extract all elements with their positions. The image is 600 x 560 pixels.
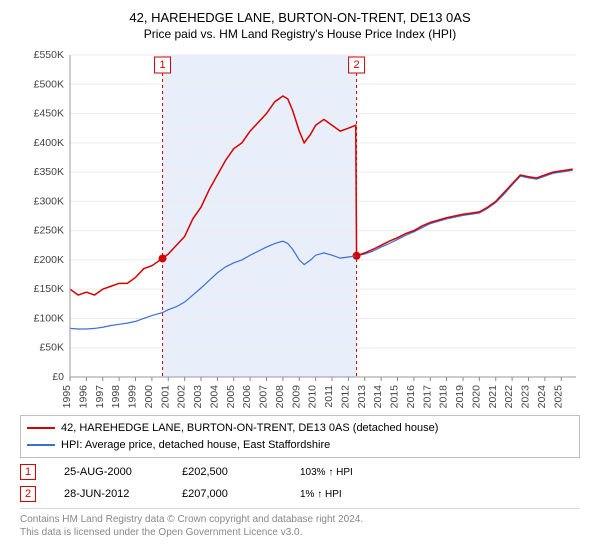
svg-text:2018: 2018: [438, 385, 450, 409]
event-badge-2: 2: [20, 486, 36, 502]
chart-svg: £0 £50K £100K £150K £200K £250K £300K £350K £400…: [20, 49, 580, 409]
event-date-2: 28-JUN-2012: [64, 488, 154, 500]
footer: Contains HM Land Registry data © Crown c…: [20, 508, 580, 539]
event-table: 1 25-AUG-2000 £202,500 103% ↑ HPI 2 28-J…: [20, 464, 580, 502]
svg-text:2024: 2024: [536, 385, 548, 409]
svg-text:2002: 2002: [176, 385, 188, 409]
svg-text:£550K: £550K: [34, 49, 64, 61]
svg-text:2000: 2000: [143, 385, 155, 409]
legend-label-blue: HPI: Average price, detached house, East…: [61, 437, 330, 454]
legend-item-red: 42, HAREHEDGE LANE, BURTON-ON-TRENT, DE1…: [27, 420, 573, 437]
svg-text:1999: 1999: [127, 385, 139, 409]
svg-text:£0: £0: [52, 371, 64, 383]
svg-text:1995: 1995: [61, 385, 73, 409]
svg-text:£450K: £450K: [34, 108, 64, 120]
svg-text:1996: 1996: [77, 385, 89, 409]
svg-text:2012: 2012: [339, 385, 351, 409]
svg-text:2021: 2021: [487, 385, 499, 409]
svg-text:2015: 2015: [389, 385, 401, 409]
svg-text:£350K: £350K: [34, 166, 64, 178]
event-delta-2: 1% ↑ HPI: [300, 489, 390, 500]
svg-text:2020: 2020: [470, 385, 482, 409]
svg-text:2019: 2019: [454, 385, 466, 409]
svg-text:2004: 2004: [208, 385, 220, 409]
legend-label-red: 42, HAREHEDGE LANE, BURTON-ON-TRENT, DE1…: [61, 420, 438, 437]
event-price-1: £202,500: [182, 466, 272, 478]
svg-text:2022: 2022: [503, 385, 515, 409]
svg-text:£400K: £400K: [34, 137, 64, 149]
chart-title: 42, HAREHEDGE LANE, BURTON-ON-TRENT, DE1…: [10, 10, 590, 25]
svg-text:2025: 2025: [552, 385, 564, 409]
svg-text:£300K: £300K: [34, 195, 64, 207]
svg-text:£100K: £100K: [34, 312, 64, 324]
svg-text:1: 1: [159, 59, 165, 71]
legend: 42, HAREHEDGE LANE, BURTON-ON-TRENT, DE1…: [20, 415, 580, 458]
event-price-2: £207,000: [182, 488, 272, 500]
chart-subtitle: Price paid vs. HM Land Registry's House …: [10, 27, 590, 41]
svg-text:£200K: £200K: [34, 254, 64, 266]
svg-text:£50K: £50K: [39, 342, 64, 354]
svg-text:2001: 2001: [159, 385, 171, 409]
svg-text:2005: 2005: [225, 385, 237, 409]
event-delta-1: 103% ↑ HPI: [300, 467, 390, 478]
svg-text:2008: 2008: [274, 385, 286, 409]
legend-item-blue: HPI: Average price, detached house, East…: [27, 437, 573, 454]
chart-area: £0 £50K £100K £150K £200K £250K £300K £350K £400…: [20, 49, 580, 409]
svg-text:2003: 2003: [192, 385, 204, 409]
svg-text:£500K: £500K: [34, 78, 64, 90]
legend-swatch-blue: [27, 444, 55, 446]
event-row-1: 1 25-AUG-2000 £202,500 103% ↑ HPI: [20, 464, 580, 480]
svg-text:2011: 2011: [323, 385, 335, 408]
svg-text:2010: 2010: [307, 385, 319, 409]
svg-text:2006: 2006: [241, 385, 253, 409]
svg-text:2023: 2023: [520, 385, 532, 409]
footer-line-2: This data is licensed under the Open Gov…: [20, 526, 580, 539]
svg-text:2007: 2007: [258, 385, 270, 409]
svg-text:£250K: £250K: [34, 225, 64, 237]
event-badge-1: 1: [20, 464, 36, 480]
svg-text:2009: 2009: [290, 385, 302, 409]
legend-swatch-red: [27, 427, 55, 429]
event-date-1: 25-AUG-2000: [64, 466, 154, 478]
footer-line-1: Contains HM Land Registry data © Crown c…: [20, 513, 580, 526]
svg-text:1997: 1997: [94, 385, 106, 409]
svg-text:2016: 2016: [405, 385, 417, 409]
svg-text:2014: 2014: [372, 385, 384, 409]
svg-text:£150K: £150K: [34, 283, 64, 295]
svg-text:2: 2: [354, 59, 360, 71]
event-row-2: 2 28-JUN-2012 £207,000 1% ↑ HPI: [20, 486, 580, 502]
svg-text:2013: 2013: [356, 385, 368, 409]
svg-text:2017: 2017: [421, 385, 433, 409]
svg-text:1998: 1998: [110, 385, 122, 409]
